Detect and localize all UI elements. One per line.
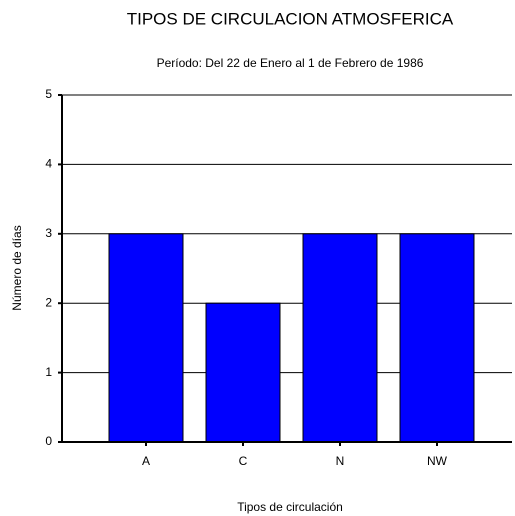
y-axis-label: Número de días [10,225,24,310]
x-tick-label: C [239,454,248,468]
x-tick-label: NW [427,454,448,468]
y-tick-label: 1 [45,365,52,379]
y-tick-label: 0 [45,434,52,448]
y-tick-label: 5 [45,87,52,101]
x-tick-label: A [142,454,150,468]
y-tick-label: 4 [45,157,52,171]
chart-subtitle: Período: Del 22 de Enero al 1 de Febrero… [157,56,424,70]
bar [302,233,378,443]
x-axis-label: Tipos de circulación [237,500,343,514]
chart-title: TIPOS DE CIRCULACION ATMOSFERICA [127,9,454,28]
bar [205,302,281,443]
x-tick-label: N [336,454,345,468]
bar [399,233,475,443]
y-tick-label: 2 [45,295,52,309]
y-tick-label: 3 [45,226,52,240]
bar [108,233,184,443]
